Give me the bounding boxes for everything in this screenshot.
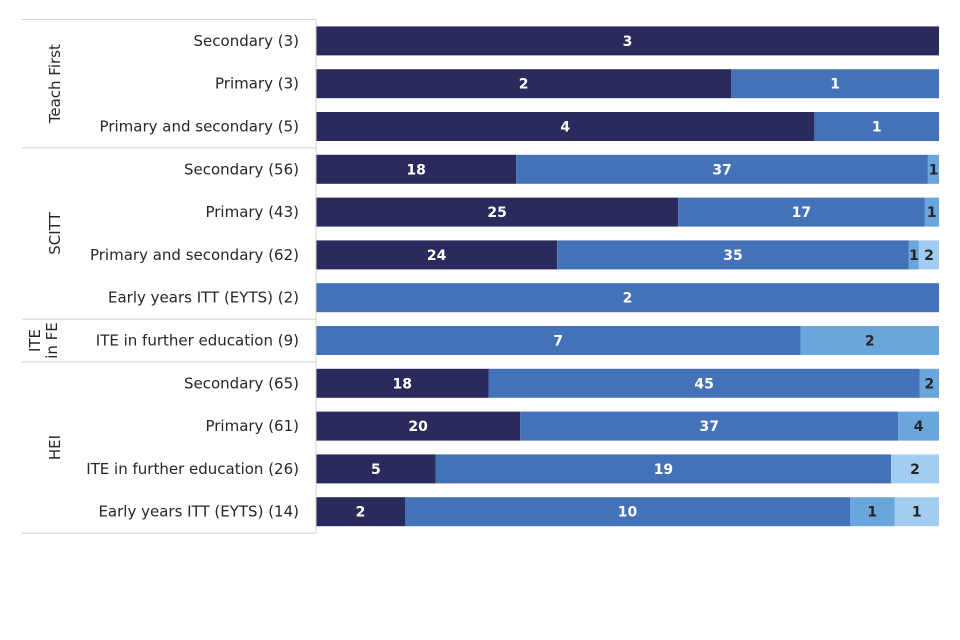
data-label: 17 bbox=[792, 205, 811, 221]
category-label: Secondary (56) bbox=[184, 160, 299, 178]
labels-layer: 32 14 118 37 125 17 124 35 1 227 218 45 220 37 45 19 22 1… bbox=[26, 32, 938, 521]
data-label: 1 bbox=[929, 162, 939, 178]
bar-segment bbox=[800, 326, 939, 355]
data-label: 3 bbox=[623, 34, 633, 50]
bar-segment bbox=[516, 154, 928, 184]
bar-segment bbox=[919, 368, 939, 398]
bar-segment bbox=[316, 26, 939, 56]
bar-segment bbox=[898, 411, 939, 441]
data-label: 37 bbox=[699, 419, 718, 435]
group-label: HEI bbox=[46, 435, 64, 460]
data-label: 1 bbox=[927, 205, 937, 221]
category-label: ITE in further education (26) bbox=[86, 460, 299, 478]
group-label: in FE bbox=[43, 322, 61, 359]
bar-segment bbox=[927, 154, 939, 184]
data-label: 1 bbox=[909, 248, 919, 264]
data-label: 4 bbox=[914, 419, 924, 435]
bar-segment bbox=[405, 497, 850, 527]
data-label: 1 bbox=[830, 77, 840, 93]
data-label: 2 bbox=[356, 505, 366, 521]
bar-segment bbox=[316, 154, 517, 184]
bar-segment bbox=[316, 368, 489, 398]
data-label: 5 bbox=[371, 462, 381, 478]
bar-segment bbox=[520, 411, 899, 441]
category-label: Secondary (3) bbox=[194, 32, 299, 50]
data-label: 20 bbox=[408, 419, 428, 435]
category-label: Secondary (65) bbox=[184, 374, 299, 392]
bar-segment bbox=[908, 240, 919, 270]
group-label: Teach First bbox=[46, 44, 64, 124]
data-label: 25 bbox=[487, 205, 506, 221]
bar-segment bbox=[924, 197, 939, 227]
bar-segment bbox=[316, 497, 405, 527]
bar-segment bbox=[316, 326, 801, 355]
data-label: 2 bbox=[519, 77, 529, 93]
data-label: 2 bbox=[925, 376, 935, 392]
data-label: 1 bbox=[872, 120, 882, 136]
data-label: 4 bbox=[560, 120, 570, 136]
data-label: 2 bbox=[623, 291, 633, 307]
bar-segment bbox=[918, 240, 939, 270]
bar-segment bbox=[316, 283, 939, 313]
group-label: SCITT bbox=[46, 211, 64, 254]
bar-segment bbox=[316, 240, 558, 270]
bar-segment bbox=[678, 197, 925, 227]
data-label: 19 bbox=[654, 462, 673, 478]
category-label: ITE in further education (9) bbox=[96, 332, 299, 350]
category-label: Primary and secondary (5) bbox=[100, 118, 299, 136]
bar-segment bbox=[316, 411, 521, 441]
bar-segment bbox=[891, 454, 939, 484]
bar-segment bbox=[488, 368, 920, 398]
bar-segment bbox=[316, 197, 679, 227]
category-label: Primary (3) bbox=[215, 75, 299, 93]
category-label: Early years ITT (EYTS) (14) bbox=[98, 503, 299, 521]
category-label: Primary (61) bbox=[205, 417, 299, 435]
bar-segment bbox=[316, 454, 436, 484]
bar-segment bbox=[814, 112, 939, 141]
category-label: Primary and secondary (62) bbox=[90, 246, 299, 264]
group-label: ITE bbox=[26, 329, 44, 352]
bar-segment bbox=[316, 112, 815, 141]
bar-segment bbox=[894, 497, 939, 527]
category-label: Primary (43) bbox=[205, 203, 299, 221]
bar-segment bbox=[731, 69, 939, 99]
data-label: 7 bbox=[553, 334, 563, 350]
data-label: 10 bbox=[618, 505, 638, 521]
data-label: 35 bbox=[723, 248, 742, 264]
data-label: 1 bbox=[912, 505, 922, 521]
bar-segment bbox=[557, 240, 909, 270]
category-frame bbox=[22, 19, 317, 534]
data-label: 1 bbox=[867, 505, 877, 521]
data-label: 2 bbox=[910, 462, 920, 478]
data-label: 18 bbox=[406, 162, 425, 178]
data-label: 37 bbox=[712, 162, 731, 178]
data-label: 2 bbox=[865, 334, 875, 350]
data-label: 45 bbox=[694, 376, 713, 392]
category-label: Early years ITT (EYTS) (2) bbox=[108, 289, 299, 307]
bar-segment bbox=[435, 454, 892, 484]
data-label: 18 bbox=[393, 376, 412, 392]
bar-segment bbox=[316, 69, 732, 99]
bar-segment bbox=[850, 497, 895, 527]
bars-layer bbox=[316, 26, 939, 527]
data-label: 24 bbox=[427, 248, 447, 264]
data-label: 2 bbox=[924, 248, 934, 264]
